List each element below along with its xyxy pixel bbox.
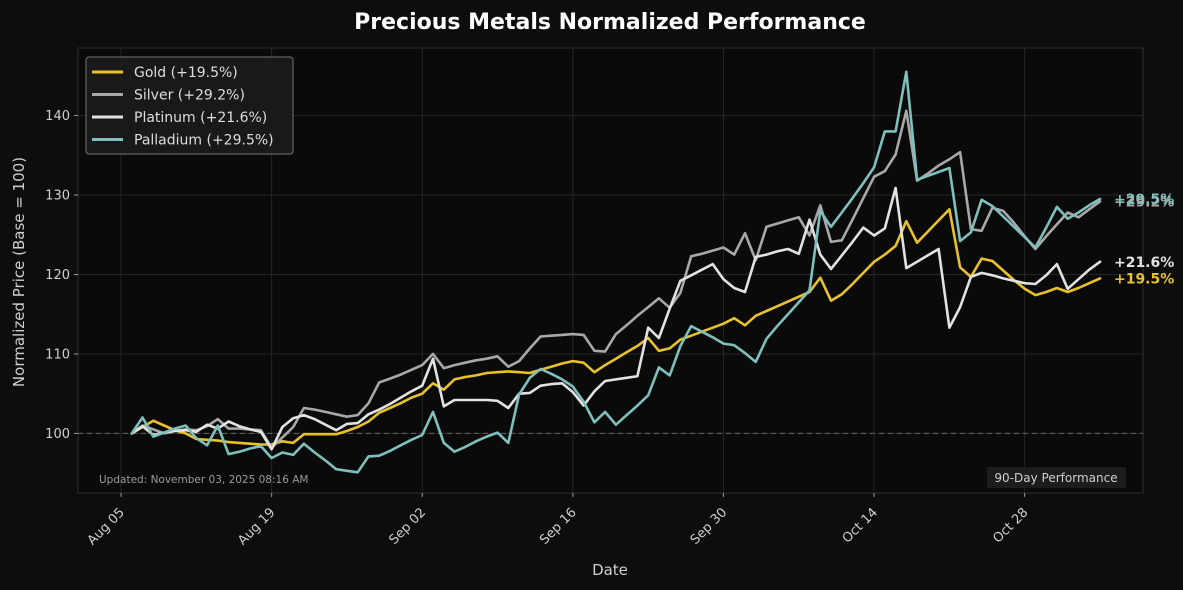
legend: Gold (+19.5%) Silver (+29.2%) Platinum (+2…	[85, 56, 294, 155]
y-tick-label: 130	[45, 189, 70, 204]
series-line-silver	[130, 109, 1102, 450]
end-label-platinum: +21.6%	[1114, 255, 1174, 271]
chart-title: Precious Metals Normalized Performance	[354, 10, 866, 35]
y-tick-label: 120	[45, 268, 70, 283]
legend-entry: Silver (+29.2%)	[134, 88, 245, 104]
end-label-palladium: +29.5%	[1114, 192, 1174, 208]
legend-box	[85, 56, 294, 155]
end-label-gold: +19.5%	[1114, 271, 1174, 287]
y-axis-label: Normalized Price (Base = 100)	[10, 157, 28, 387]
series-line-platinum	[130, 186, 1102, 451]
series-line-palladium	[130, 70, 1102, 474]
y-tick-label: 110	[45, 347, 70, 362]
legend-entry: Palladium (+29.5%)	[134, 133, 274, 149]
y-axis-ticks: 100 110 120 130 140	[45, 109, 78, 442]
end-labels: +19.5% +29.2% +21.6% +29.5%	[1114, 192, 1174, 287]
x-axis-label: Date	[592, 561, 628, 579]
legend-entry: Platinum (+21.6%)	[134, 110, 267, 126]
y-tick-label: 100	[45, 427, 70, 442]
series-line-gold	[130, 208, 1102, 446]
legend-entry: Gold (+19.5%)	[134, 65, 238, 81]
series-layer	[130, 70, 1102, 474]
period-badge-bg	[987, 467, 1126, 488]
y-tick-label: 140	[45, 109, 70, 124]
period-badge: 90-Day Performance	[994, 471, 1117, 485]
update-note: Updated: November 03, 2025 08:16 AM	[99, 474, 308, 486]
end-label-silver: +29.2%	[1114, 194, 1174, 210]
